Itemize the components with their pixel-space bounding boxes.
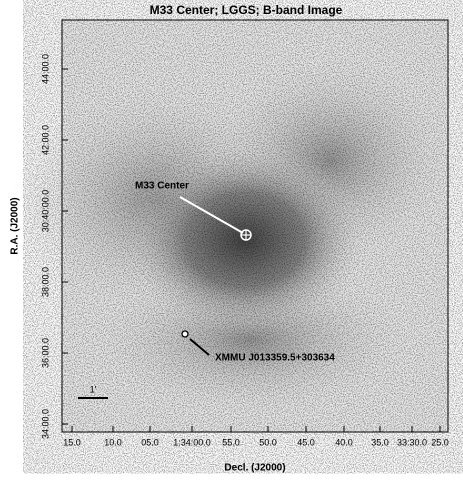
ticks: 15.0 10.0 05.0 1:34:00.0 55.0 50.0 45.0 40.0 35.…	[40, 54, 448, 447]
sky-image	[10, 19, 460, 433]
x-tick-label: 10.0	[104, 437, 122, 447]
annotations: M33 Center XMMU J013359.5+303634 1'	[78, 181, 335, 399]
x-tick-label: 1:34:00.0	[173, 437, 211, 447]
x-tick-label: 25.0	[431, 437, 449, 447]
x-tick-label: 35.0	[371, 437, 389, 447]
center-label: M33 Center	[135, 181, 189, 192]
x-tick-label: 15.0	[63, 437, 81, 447]
source-label: XMMU J013359.5+303634	[215, 353, 335, 364]
y-tick-label: 42:00.0	[40, 125, 50, 155]
y-tick-label: 34:00.0	[40, 409, 50, 439]
y-tick-label: 30:40:00.0	[40, 190, 50, 233]
x-tick-label: 50.0	[259, 437, 277, 447]
y-tick-label: 44:00.0	[40, 54, 50, 84]
x-tick-label: 05.0	[141, 437, 159, 447]
x-tick-label: 40.0	[335, 437, 353, 447]
center-pointer	[179, 196, 244, 234]
title: M33 Center; LGGS; B-band Image	[150, 3, 343, 17]
source-arrow	[189, 338, 210, 356]
x-tick-label: 45.0	[297, 437, 315, 447]
x-axis-label: Decl. (J2000)	[224, 463, 285, 474]
y-tick-label: 36:00.0	[40, 338, 50, 368]
source-marker	[181, 330, 189, 338]
x-tick-label: 55.0	[222, 437, 240, 447]
scale-label: 1'	[90, 384, 97, 394]
y-axis-label: R.A. (J2000)	[10, 197, 21, 254]
x-tick-label: 33:30.0	[397, 437, 427, 447]
center-cross	[241, 230, 251, 240]
y-tick-label: 38:00.0	[40, 267, 50, 297]
